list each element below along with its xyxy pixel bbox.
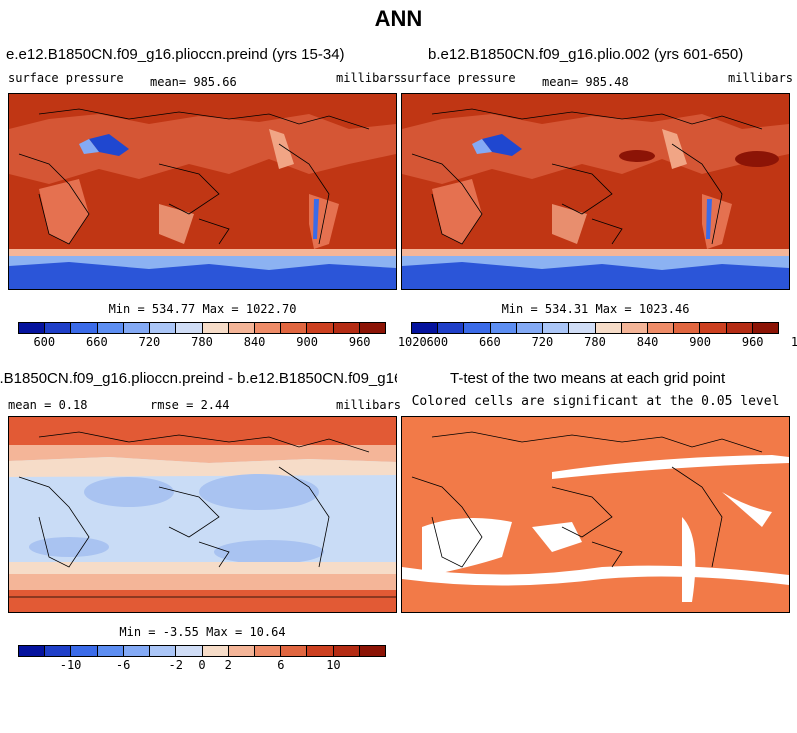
colorbar-tick-label: 840 bbox=[636, 335, 659, 349]
colorbar-swatch bbox=[464, 323, 491, 333]
mean-label-top-left: mean= 985.66 bbox=[150, 75, 237, 89]
colorbar-tick-label: 960 bbox=[348, 335, 371, 349]
colorbar-swatch bbox=[543, 323, 570, 333]
colorbar-swatch bbox=[71, 323, 98, 333]
colorbar-swatch bbox=[281, 646, 308, 656]
colorbar-swatch bbox=[97, 646, 124, 656]
colorbar-swatch bbox=[752, 323, 779, 333]
colorbar-swatch bbox=[123, 646, 151, 656]
colorbar-tick-label: 1020 bbox=[790, 335, 797, 349]
colorbar-swatch bbox=[176, 323, 203, 333]
colorbar-swatch bbox=[150, 646, 177, 656]
colorbar-ticks-top-left: 600 660 720 780 840 900 960 1020 bbox=[18, 335, 426, 351]
minmax-top-right: Min = 534.31 Max = 1023.46 bbox=[501, 302, 690, 316]
colorbar-swatch bbox=[359, 323, 386, 333]
colorbar-tick-label: -2 bbox=[168, 658, 183, 672]
colorbar-bottom-left bbox=[18, 645, 386, 657]
mean-label-bottom-left: mean = 0.18 bbox=[8, 398, 88, 412]
mean-label-top-right: mean= 985.48 bbox=[542, 75, 629, 89]
colorbar-tick-label: 840 bbox=[243, 335, 266, 349]
colorbar-swatch bbox=[595, 323, 622, 333]
minmax-bottom-left: Min = -3.55 Max = 10.64 bbox=[119, 625, 286, 639]
colorbar-swatch bbox=[700, 323, 727, 333]
colorbar-tick-label: 720 bbox=[138, 335, 161, 349]
colorbar-swatch bbox=[516, 323, 544, 333]
colorbar-tick-label: -10 bbox=[59, 658, 82, 672]
minmax-top-left: Min = 534.77 Max = 1022.70 bbox=[108, 302, 297, 316]
map-top-right bbox=[401, 93, 790, 290]
main-title: ANN bbox=[374, 6, 423, 31]
colorbar-swatch bbox=[674, 323, 701, 333]
colorbar-tick-label: 780 bbox=[584, 335, 606, 349]
colorbar-swatch bbox=[254, 646, 282, 656]
colorbar-swatch bbox=[202, 323, 229, 333]
map-bottom-right bbox=[401, 416, 790, 613]
map-bottom-left bbox=[8, 416, 397, 613]
colorbar-tick-label: 600 bbox=[33, 335, 56, 349]
variable-label-top-right: surface pressure bbox=[400, 71, 516, 85]
panel-title-bottom-right: T-test of the two means at each grid poi… bbox=[450, 370, 726, 387]
colorbar-tick-label: 660 bbox=[86, 335, 108, 349]
units-label-bottom-left: millibars bbox=[336, 398, 402, 412]
colorbar-ticks-bottom-left: -10 -6 -2 0 2 6 10 bbox=[18, 658, 386, 674]
colorbar-tick-label: 1020 bbox=[397, 335, 427, 349]
colorbar-tick-label: 960 bbox=[741, 335, 764, 349]
colorbar-tick-label: 6 bbox=[277, 658, 285, 672]
panel-title-clip-bottom-left: e.e12.B1850CN.f09_g16.plioccn.preind - b… bbox=[0, 370, 397, 390]
units-label-top-left: millibars bbox=[336, 71, 402, 85]
panel-title-top-right: b.e12.B1850CN.f09_g16.plio.002 (yrs 601-… bbox=[428, 46, 744, 63]
colorbar-tick-label: 0 bbox=[198, 658, 206, 672]
colorbar-swatch bbox=[412, 323, 439, 333]
colorbar-swatch bbox=[307, 646, 334, 656]
colorbar-tick-label: 720 bbox=[531, 335, 554, 349]
colorbar-tick-label: 900 bbox=[296, 335, 318, 349]
colorbar-swatch bbox=[647, 323, 675, 333]
map-top-left bbox=[8, 93, 397, 290]
rmse-label-bottom-left: rmse = 2.44 bbox=[150, 398, 230, 412]
variable-label-top-left: surface pressure bbox=[8, 71, 124, 85]
colorbar-tick-label: 600 bbox=[426, 335, 449, 349]
colorbar-tick-label: -6 bbox=[115, 658, 131, 672]
colorbar-swatch bbox=[19, 646, 46, 656]
colorbar-swatch bbox=[123, 323, 151, 333]
panel-title-bottom-left: e.e12.B1850CN.f09_g16.plioccn.preind - b… bbox=[0, 370, 397, 387]
colorbar-tick-label: 900 bbox=[689, 335, 711, 349]
colorbar-swatch bbox=[202, 646, 229, 656]
colorbar-swatch bbox=[150, 323, 177, 333]
colorbar-swatch bbox=[333, 646, 360, 656]
colorbar-swatch bbox=[726, 323, 753, 333]
colorbar-swatch bbox=[621, 323, 648, 333]
colorbar-swatch bbox=[281, 323, 308, 333]
colorbar-swatch bbox=[438, 323, 465, 333]
colorbar-tick-label: 2 bbox=[224, 658, 232, 672]
panel-subtitle-bottom-right: Colored cells are significant at the 0.0… bbox=[411, 394, 780, 409]
colorbar-swatch bbox=[228, 323, 255, 333]
colorbar-swatch bbox=[333, 323, 360, 333]
colorbar-swatch bbox=[97, 323, 124, 333]
colorbar-top-right bbox=[411, 322, 779, 334]
colorbar-top-left bbox=[18, 322, 386, 334]
colorbar-swatch bbox=[71, 646, 98, 656]
colorbar-swatch bbox=[228, 646, 255, 656]
colorbar-swatch bbox=[19, 323, 46, 333]
colorbar-swatch bbox=[569, 323, 596, 333]
colorbar-swatch bbox=[307, 323, 334, 333]
colorbar-tick-label: 660 bbox=[479, 335, 501, 349]
colorbar-swatch bbox=[45, 646, 72, 656]
colorbar-tick-label: 10 bbox=[326, 658, 341, 672]
panel-title-top-left: e.e12.B1850CN.f09_g16.plioccn.preind (yr… bbox=[6, 46, 345, 63]
colorbar-swatch bbox=[176, 646, 203, 656]
colorbar-swatch bbox=[490, 323, 517, 333]
colorbar-swatch bbox=[359, 646, 386, 656]
colorbar-tick-label: 780 bbox=[191, 335, 213, 349]
colorbar-swatch bbox=[254, 323, 282, 333]
units-label-top-right: millibars bbox=[728, 71, 794, 85]
colorbar-swatch bbox=[45, 323, 72, 333]
colorbar-ticks-top-right: 600 660 720 780 840 900 960 1020 bbox=[411, 335, 797, 351]
